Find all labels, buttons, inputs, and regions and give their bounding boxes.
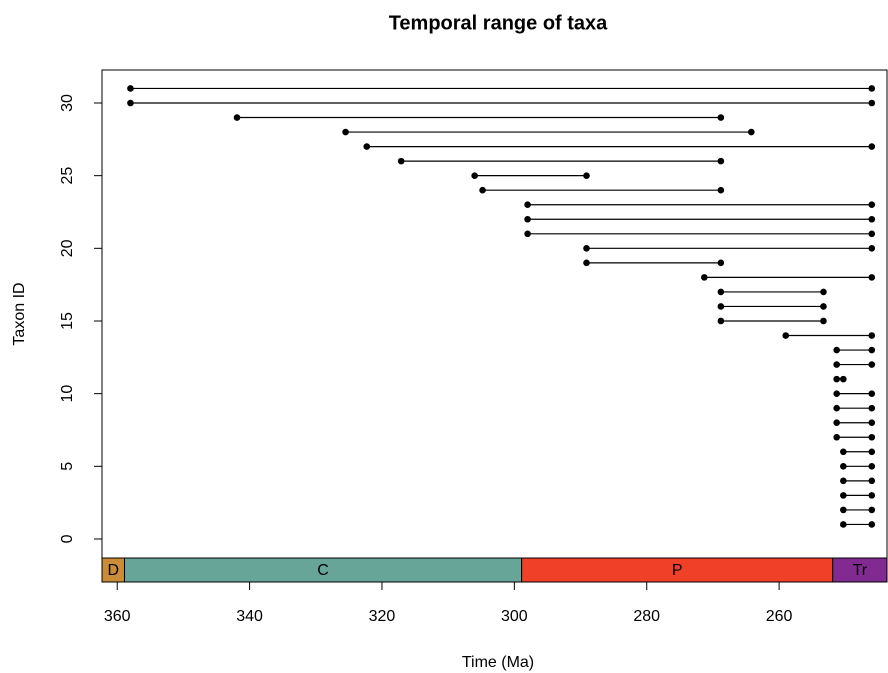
y-tick-label: 0 bbox=[59, 534, 76, 543]
range-end bbox=[717, 157, 725, 165]
x-tick-label: 360 bbox=[104, 608, 131, 625]
y-tick-label: 10 bbox=[59, 385, 76, 403]
range-end bbox=[868, 506, 876, 514]
range-start bbox=[701, 274, 708, 281]
range-start bbox=[583, 259, 590, 267]
range-end bbox=[717, 259, 725, 267]
period-label: P bbox=[672, 562, 683, 579]
range-start bbox=[717, 317, 725, 325]
range-start bbox=[233, 114, 241, 121]
range-end bbox=[868, 85, 876, 92]
range-end bbox=[717, 114, 725, 121]
range-end bbox=[868, 521, 876, 528]
range-end bbox=[868, 274, 876, 281]
plot-frame bbox=[101, 69, 888, 583]
y-axis-label: Taxon ID bbox=[11, 282, 28, 345]
range-end bbox=[868, 390, 876, 397]
range-start bbox=[471, 172, 478, 179]
range-start bbox=[833, 390, 840, 397]
range-start bbox=[782, 332, 790, 339]
x-tick-label: 320 bbox=[369, 608, 396, 625]
range-start bbox=[397, 157, 405, 165]
range-end bbox=[868, 215, 876, 223]
range-start bbox=[840, 506, 847, 514]
range-end bbox=[868, 230, 876, 238]
range-end bbox=[868, 492, 876, 499]
range-end bbox=[868, 201, 876, 209]
y-tick-label: 30 bbox=[59, 94, 76, 112]
range-end bbox=[820, 317, 827, 325]
range-end bbox=[868, 361, 876, 368]
range-end bbox=[583, 172, 590, 179]
y-tick-label: 20 bbox=[59, 239, 76, 257]
range-start bbox=[524, 230, 531, 238]
range-end bbox=[868, 99, 876, 107]
range-start bbox=[833, 419, 840, 427]
range-start bbox=[833, 433, 840, 441]
range-start bbox=[840, 477, 847, 485]
range-end bbox=[840, 375, 847, 383]
y-tick-label: 5 bbox=[59, 462, 76, 471]
range-start bbox=[840, 463, 847, 470]
period-label: C bbox=[317, 562, 329, 579]
range-start bbox=[583, 245, 590, 252]
range-start bbox=[833, 375, 840, 383]
range-end bbox=[868, 477, 876, 485]
y-tick-label: 15 bbox=[59, 312, 76, 330]
range-end bbox=[717, 186, 725, 194]
range-start bbox=[833, 346, 840, 354]
period-label: Tr bbox=[853, 562, 868, 579]
range-end bbox=[820, 303, 827, 310]
y-tick-label: 25 bbox=[59, 167, 76, 185]
range-start bbox=[833, 404, 840, 412]
range-end bbox=[868, 245, 876, 252]
range-end bbox=[868, 463, 876, 470]
range-start bbox=[717, 288, 725, 296]
range-end bbox=[820, 288, 827, 296]
range-start bbox=[840, 521, 847, 528]
range-start bbox=[524, 215, 531, 223]
x-axis-label: Time (Ma) bbox=[462, 654, 534, 671]
x-tick-label: 340 bbox=[236, 608, 263, 625]
range-start bbox=[127, 85, 134, 92]
range-start bbox=[342, 128, 349, 136]
period-label: D bbox=[107, 562, 119, 579]
range-end bbox=[868, 419, 876, 427]
x-tick-label: 260 bbox=[766, 608, 793, 625]
range-end bbox=[868, 143, 876, 150]
range-end bbox=[868, 332, 876, 339]
chart-title: Temporal range of taxa bbox=[389, 12, 608, 34]
x-tick-label: 280 bbox=[633, 608, 660, 625]
range-start bbox=[840, 492, 847, 499]
range-end bbox=[868, 346, 876, 354]
range-start bbox=[524, 201, 531, 209]
range-start bbox=[479, 186, 486, 194]
range-start bbox=[833, 361, 840, 368]
range-start bbox=[840, 448, 847, 456]
range-end bbox=[868, 433, 876, 441]
range-end bbox=[748, 128, 755, 136]
range-end bbox=[868, 404, 876, 412]
range-start bbox=[717, 303, 725, 310]
x-tick-label: 300 bbox=[501, 608, 528, 625]
range-end bbox=[868, 448, 876, 456]
range-start bbox=[127, 99, 134, 107]
range-start bbox=[363, 143, 371, 150]
